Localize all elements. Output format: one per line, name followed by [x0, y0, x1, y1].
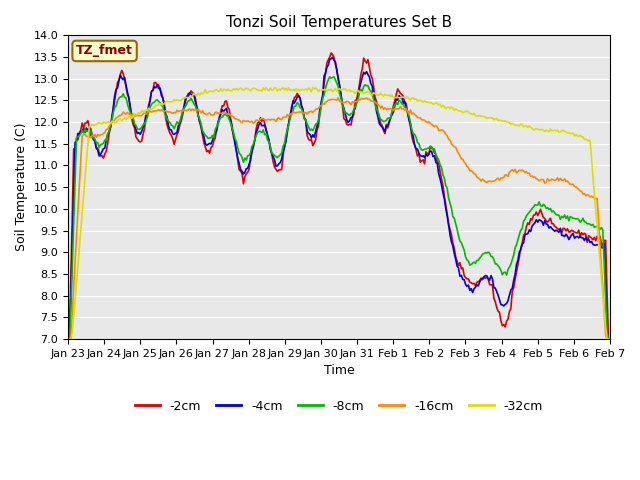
Y-axis label: Soil Temperature (C): Soil Temperature (C): [15, 123, 28, 252]
Text: TZ_fmet: TZ_fmet: [76, 45, 133, 58]
Title: Tonzi Soil Temperatures Set B: Tonzi Soil Temperatures Set B: [226, 15, 452, 30]
X-axis label: Time: Time: [324, 364, 355, 377]
Legend: -2cm, -4cm, -8cm, -16cm, -32cm: -2cm, -4cm, -8cm, -16cm, -32cm: [130, 395, 548, 418]
